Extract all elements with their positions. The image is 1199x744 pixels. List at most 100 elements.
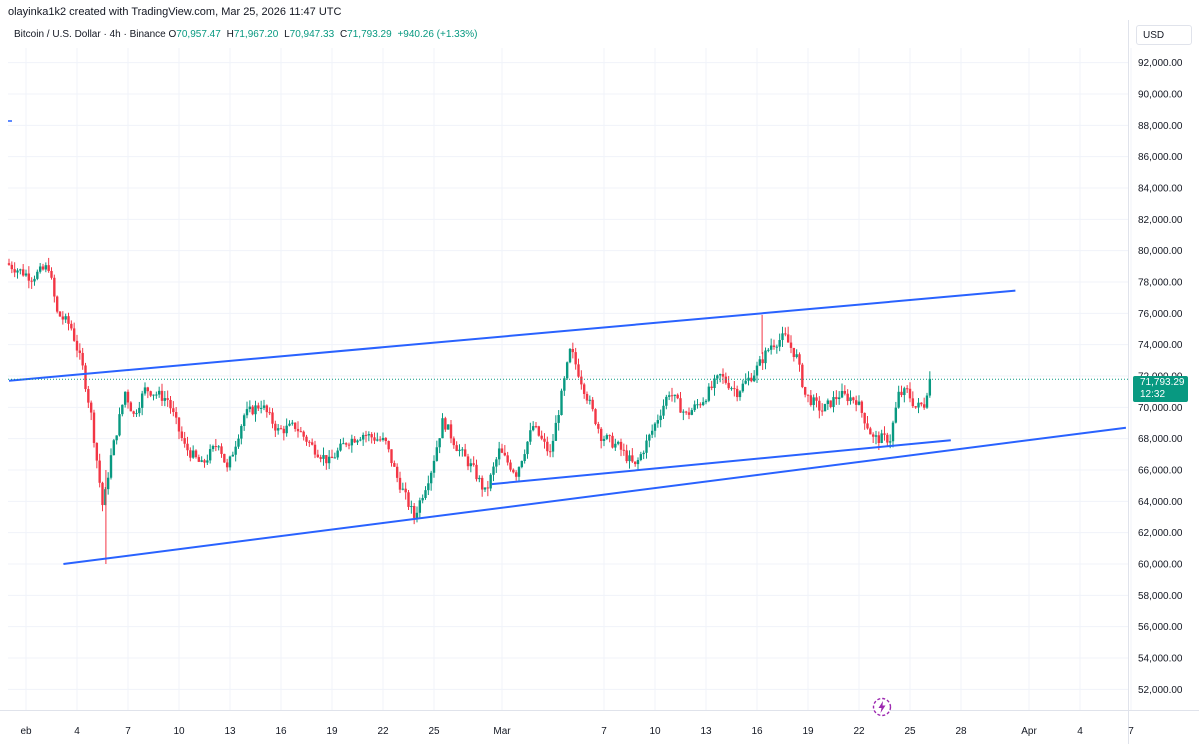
candle-body bbox=[662, 405, 665, 416]
low-label: L bbox=[284, 29, 290, 40]
candle-body bbox=[254, 405, 257, 415]
trendline-2 bbox=[63, 426, 1127, 565]
candle-body bbox=[53, 277, 56, 297]
candle-body bbox=[645, 440, 648, 453]
candle-body bbox=[636, 459, 640, 465]
time-tick-label: eb bbox=[20, 726, 32, 737]
candle-body bbox=[225, 462, 229, 468]
candle-body bbox=[639, 454, 643, 460]
candle-body bbox=[44, 265, 48, 270]
candle-body bbox=[769, 345, 773, 350]
candle-body bbox=[395, 466, 399, 478]
candle-body bbox=[718, 374, 722, 376]
candle-body bbox=[288, 423, 291, 426]
candle-body bbox=[840, 390, 844, 398]
candle-body bbox=[653, 423, 657, 431]
candle-body bbox=[591, 399, 594, 410]
candle-body bbox=[299, 431, 303, 433]
time-tick-label: 28 bbox=[955, 726, 967, 737]
candle-body bbox=[922, 404, 926, 408]
candle-body bbox=[752, 375, 756, 382]
candle-body bbox=[747, 377, 750, 381]
candle-body bbox=[123, 391, 127, 405]
candle-body bbox=[588, 399, 592, 401]
candle-body bbox=[285, 425, 288, 434]
candle-body bbox=[914, 406, 917, 408]
candle-body bbox=[293, 422, 297, 429]
price-tick-label: 92,000.00 bbox=[1138, 58, 1183, 69]
candle-body bbox=[438, 438, 441, 448]
candle-body bbox=[650, 430, 654, 435]
replay-lightning-icon[interactable] bbox=[872, 697, 892, 717]
candle-body bbox=[228, 456, 232, 468]
candle-body bbox=[47, 265, 50, 271]
candle-body bbox=[412, 506, 416, 518]
candle-body bbox=[764, 350, 767, 364]
candle-body bbox=[905, 388, 909, 390]
candle-body bbox=[803, 386, 807, 395]
candle-body bbox=[231, 454, 235, 457]
currency-selector[interactable]: USD bbox=[1136, 25, 1192, 45]
candle-body bbox=[512, 469, 515, 473]
candle-body bbox=[407, 492, 410, 507]
candle-body bbox=[829, 400, 832, 407]
candle-body bbox=[832, 397, 835, 407]
candle-body bbox=[458, 449, 461, 451]
candle-body bbox=[786, 334, 790, 343]
candle-body bbox=[866, 423, 869, 429]
candle-body bbox=[330, 456, 334, 459]
candle-body bbox=[310, 442, 314, 445]
candle-body bbox=[826, 400, 830, 405]
candle-body bbox=[619, 441, 623, 450]
time-tick-label: 10 bbox=[173, 726, 185, 737]
candle-body bbox=[279, 428, 283, 430]
candle-body bbox=[101, 482, 104, 506]
close-label: C bbox=[339, 29, 348, 40]
candle-body bbox=[276, 428, 280, 431]
candle-body bbox=[911, 398, 915, 407]
candle-body bbox=[750, 377, 753, 382]
candle-body bbox=[781, 333, 784, 341]
candle-body bbox=[189, 450, 192, 458]
symbol-legend: Bitcoin / U.S. Dollar · 4h · Binance O70… bbox=[14, 29, 478, 40]
candle-body bbox=[319, 457, 322, 459]
candle-body bbox=[724, 376, 728, 383]
candle-body bbox=[540, 435, 543, 439]
candle-body bbox=[262, 405, 266, 408]
candle-body bbox=[673, 394, 677, 396]
candle-body bbox=[837, 397, 841, 400]
candle-body bbox=[478, 477, 481, 480]
candle-body bbox=[359, 439, 362, 441]
candle-body bbox=[857, 401, 861, 405]
price-tick-label: 58,000.00 bbox=[1138, 591, 1183, 602]
symbol-name[interactable]: Bitcoin / U.S. Dollar · 4h · Binance bbox=[14, 29, 166, 40]
candle-body bbox=[767, 349, 770, 351]
candle-body bbox=[81, 352, 84, 366]
candle-body bbox=[347, 444, 351, 446]
candle-body bbox=[135, 413, 138, 415]
candle-body bbox=[390, 449, 393, 464]
candle-body bbox=[812, 397, 815, 405]
candle-body bbox=[33, 278, 36, 282]
candle-body bbox=[455, 445, 458, 451]
candle-body bbox=[257, 405, 260, 409]
candle-body bbox=[925, 395, 929, 408]
price-tick-label: 88,000.00 bbox=[1138, 121, 1183, 132]
candle-body bbox=[186, 443, 189, 451]
candle-body bbox=[820, 410, 824, 412]
candle-body bbox=[336, 450, 339, 458]
candle-body bbox=[784, 333, 787, 335]
candle-body bbox=[50, 270, 53, 278]
candle-body bbox=[146, 387, 150, 392]
candle-body bbox=[163, 398, 167, 401]
candle-body bbox=[169, 399, 172, 409]
time-tick-label: 10 bbox=[649, 726, 661, 737]
candle-body bbox=[514, 472, 518, 477]
candle-body bbox=[435, 447, 439, 461]
candle-body bbox=[10, 264, 14, 270]
candle-body bbox=[152, 394, 155, 396]
candle-body bbox=[251, 406, 254, 415]
candle-body bbox=[398, 477, 402, 490]
candle-body bbox=[410, 506, 413, 508]
